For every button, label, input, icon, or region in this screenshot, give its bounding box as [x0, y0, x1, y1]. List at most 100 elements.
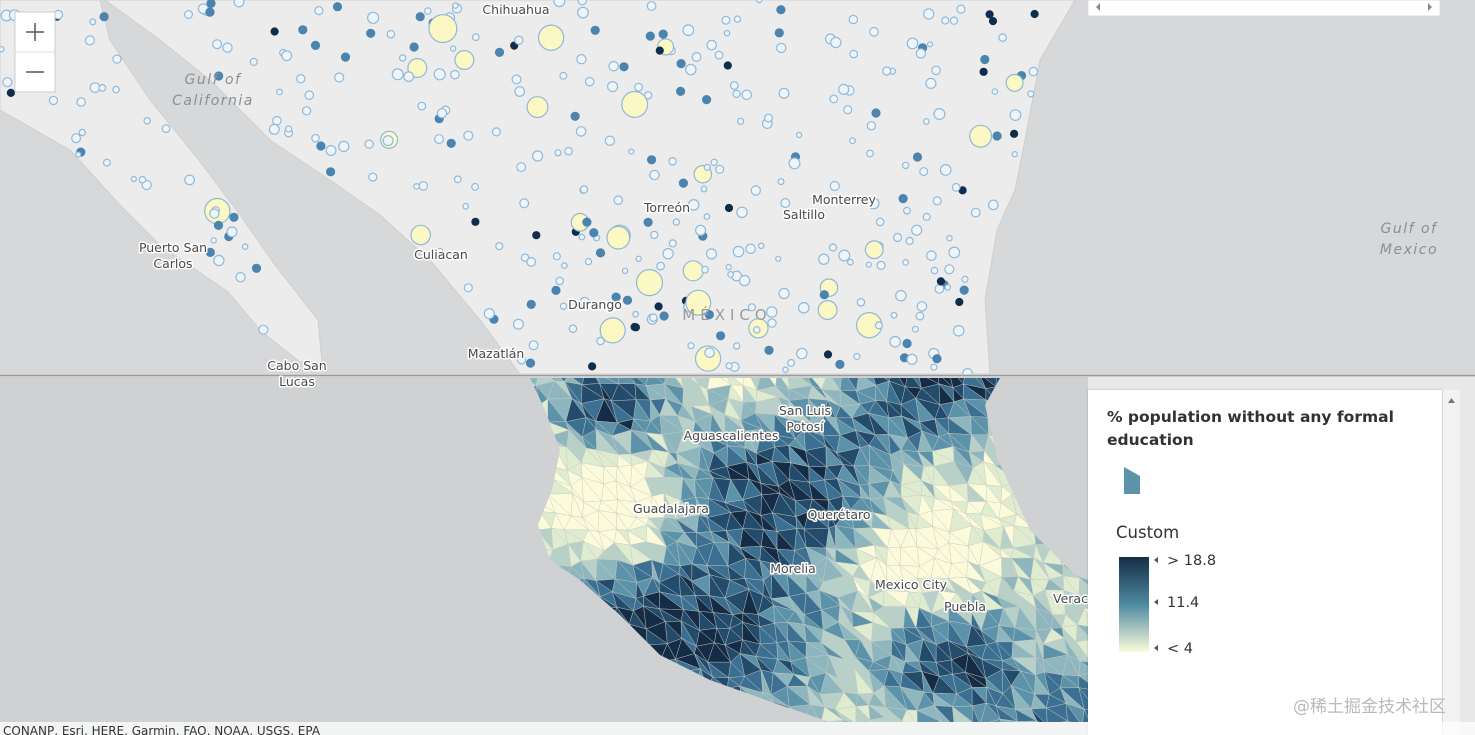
symbol: [939, 163, 952, 176]
symbol: [76, 97, 86, 107]
symbol: [433, 68, 446, 81]
symbol: [48, 95, 59, 106]
label-line: Torreón: [643, 200, 690, 215]
symbol: [645, 31, 655, 41]
legend-symbol: [1124, 467, 1140, 494]
symbol: [272, 115, 282, 126]
symbol: [311, 133, 320, 143]
symbol: [687, 199, 700, 211]
symbol: [704, 310, 714, 320]
region: [1078, 577, 1088, 597]
place-label: Cabo San Lucas: [267, 358, 326, 389]
symbol: [931, 65, 941, 76]
symbol: [314, 6, 324, 16]
symbol: [866, 121, 877, 131]
scroll-right[interactable]: [1428, 3, 1432, 11]
symbol: [817, 300, 838, 321]
symbol: [276, 88, 283, 96]
symbol: [895, 289, 907, 302]
symbol: [930, 266, 939, 275]
region: [952, 706, 973, 722]
symbol: [621, 267, 629, 274]
symbol: [631, 323, 641, 332]
symbol: [867, 197, 880, 210]
symbol: [628, 148, 635, 155]
symbol: [926, 250, 937, 261]
region: [916, 710, 942, 722]
symbol: [882, 66, 892, 76]
symbol: [579, 296, 590, 307]
symbol: [622, 295, 633, 305]
symbol: [668, 157, 677, 166]
symbol: [635, 255, 642, 262]
symbol: [892, 232, 903, 243]
region: [648, 378, 667, 385]
symbol: [738, 274, 751, 287]
stop-label: 11.4: [1167, 595, 1199, 611]
symbol: [701, 265, 709, 274]
place-label: Morelia: [770, 561, 816, 576]
symbol: [962, 368, 973, 374]
scrollbar[interactable]: [1443, 390, 1460, 735]
symbol: [226, 226, 238, 238]
place-label: Culiacan: [414, 247, 468, 262]
symbol: [138, 175, 147, 184]
symbol: [212, 39, 223, 50]
symbol: [514, 35, 524, 45]
symbol: [364, 139, 374, 149]
label-line: Carlos: [153, 256, 192, 271]
symbol: [871, 108, 881, 118]
top-map: [0, 0, 1475, 374]
symbol: [757, 242, 765, 250]
symbol: [829, 94, 839, 104]
region: [1078, 675, 1088, 692]
symbol: [767, 318, 777, 328]
symbol: [89, 82, 101, 93]
symbol: [649, 169, 660, 181]
symbol: [99, 12, 109, 22]
symbol: [304, 90, 315, 100]
symbol: [685, 289, 712, 316]
symbol: [491, 127, 501, 137]
symbol: [902, 259, 909, 266]
symbol: [835, 359, 845, 369]
symbol: [368, 172, 378, 182]
symbol: [830, 36, 842, 49]
symbol: [454, 49, 475, 70]
symbol: [714, 50, 724, 60]
symbol: [643, 217, 653, 227]
symbol: [869, 26, 879, 37]
symbol: [944, 264, 955, 275]
widget-panel: [1087, 0, 1441, 17]
symbol: [494, 47, 505, 58]
symbol: [559, 302, 568, 310]
scroll-left[interactable]: [1096, 3, 1100, 11]
symbol: [483, 308, 495, 320]
symbol: [436, 108, 448, 119]
label-line: Mexico: [1380, 242, 1438, 258]
symbol: [662, 247, 674, 260]
symbol: [741, 89, 752, 101]
symbol: [1027, 90, 1035, 98]
symbol: [727, 271, 734, 278]
symbol: [988, 17, 998, 26]
symbol: [338, 140, 350, 153]
symbol: [206, 0, 216, 8]
symbol: [750, 185, 762, 196]
symbol: [725, 263, 732, 271]
symbol: [952, 324, 965, 337]
symbol: [233, 0, 245, 8]
symbol: [919, 167, 929, 177]
label-line: San Luis: [779, 403, 831, 418]
region: [1078, 595, 1088, 610]
symbol: [961, 275, 969, 283]
zoom-in-button[interactable]: [26, 23, 44, 41]
symbol: [675, 86, 686, 97]
symbol: [992, 131, 1002, 141]
symbol: [584, 257, 593, 266]
region: [1078, 671, 1088, 692]
label-line: Saltillo: [783, 207, 825, 222]
symbol: [532, 231, 541, 240]
symbol: [409, 42, 419, 52]
